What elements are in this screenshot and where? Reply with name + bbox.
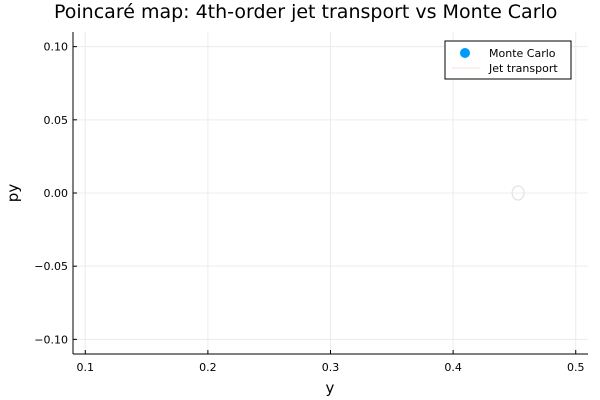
legend-label-jet-transport: Jet transport <box>488 62 558 75</box>
y-tick-label: −0.05 <box>34 260 68 273</box>
y-tick-label: 0.10 <box>44 41 69 54</box>
y-axis-label: py <box>4 184 22 203</box>
y-tick-label: −0.10 <box>34 333 68 346</box>
y-ticks: 0.10 0.05 0.00 −0.05 −0.10 <box>34 41 77 346</box>
plot-marks <box>511 185 525 201</box>
legend-label-monte-carlo: Monte Carlo <box>489 47 556 60</box>
x-tick-label: 0.4 <box>444 361 462 374</box>
x-tick-label: 0.2 <box>199 361 217 374</box>
grid <box>73 32 588 354</box>
x-ticks: 0.1 0.2 0.3 0.4 0.5 <box>77 350 585 374</box>
y-tick-label: 0.00 <box>44 187 69 200</box>
x-axis-label: y <box>326 379 335 397</box>
legend-box <box>444 40 572 80</box>
x-tick-label: 0.5 <box>567 361 585 374</box>
legend: Monte Carlo Jet transport <box>444 40 572 80</box>
chart-title: Poincaré map: 4th-order jet transport vs… <box>54 1 557 23</box>
x-tick-label: 0.3 <box>322 361 340 374</box>
jet-transport-curve <box>511 185 525 201</box>
x-tick-label: 0.1 <box>77 361 95 374</box>
y-tick-label: 0.05 <box>44 114 69 127</box>
legend-marker-monte-carlo <box>460 48 470 58</box>
